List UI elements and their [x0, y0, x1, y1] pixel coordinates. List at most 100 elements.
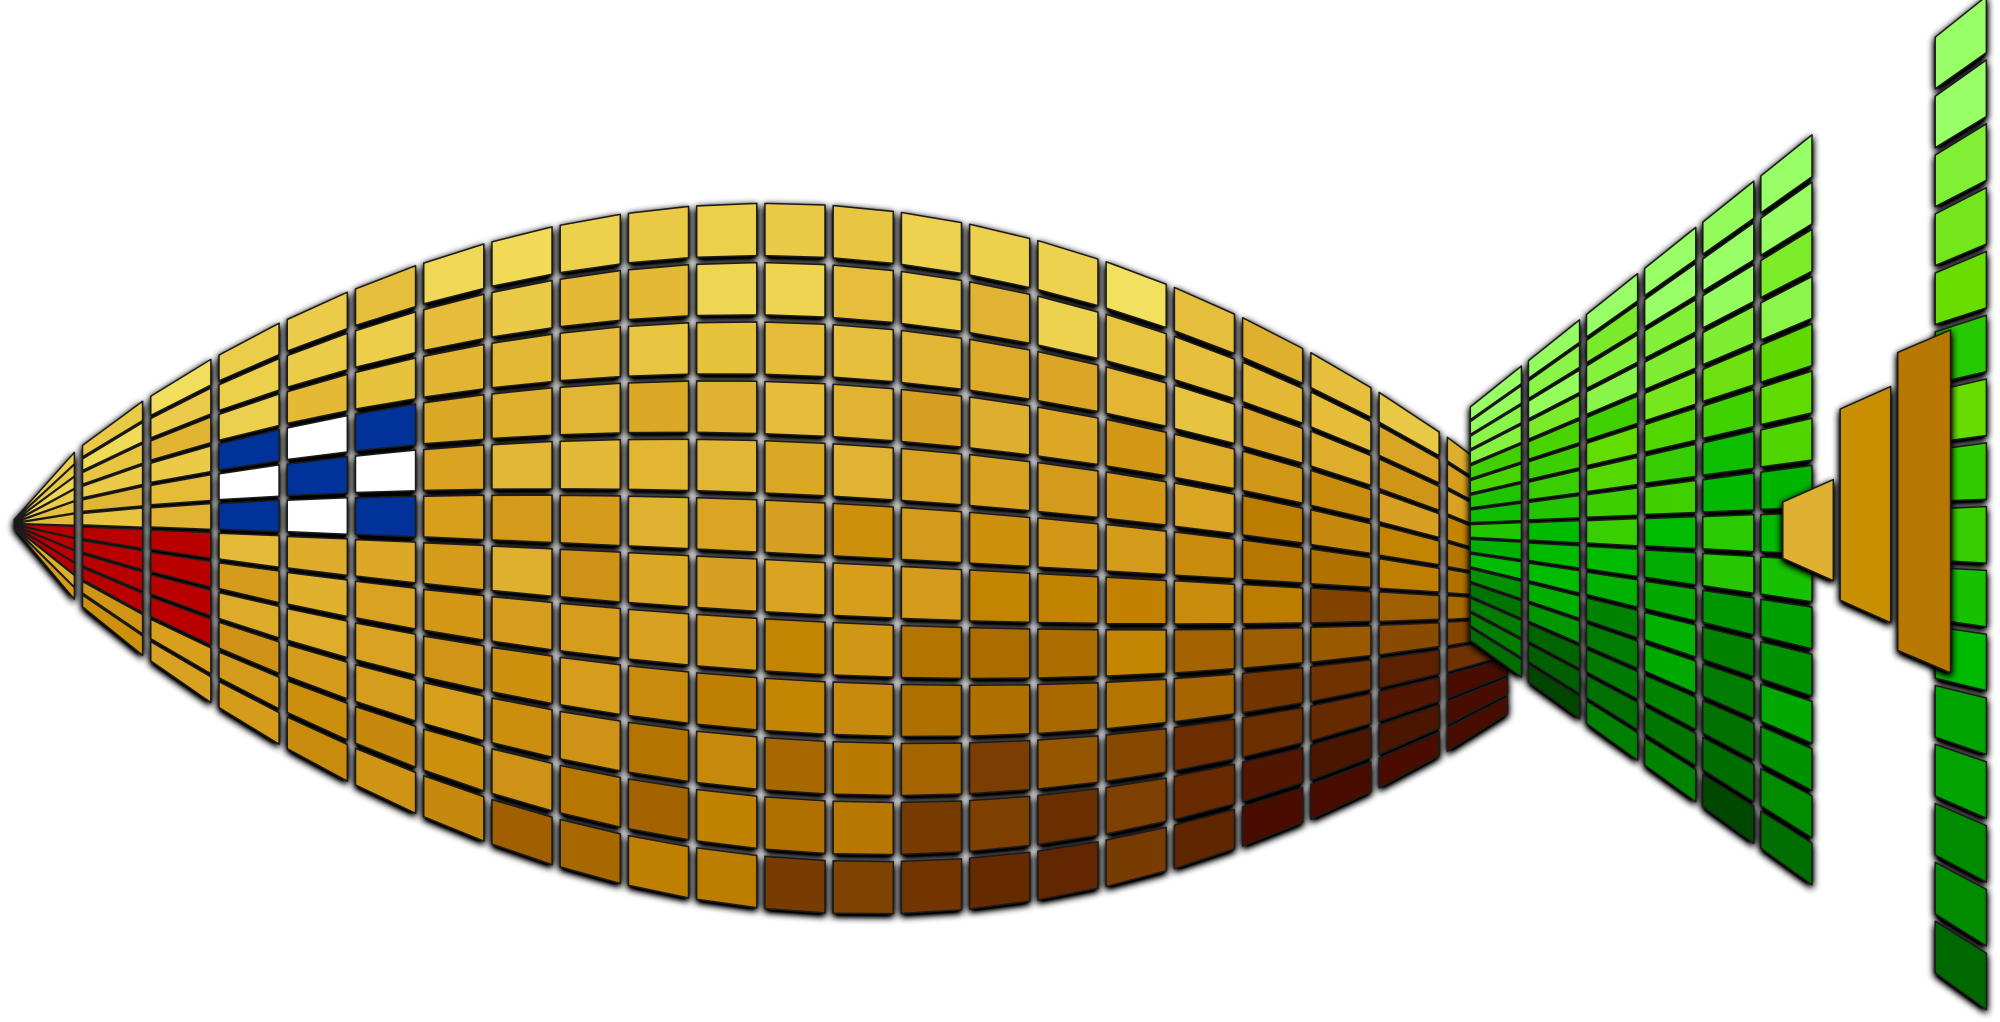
body-tile — [1105, 260, 1167, 329]
body-tile — [1378, 424, 1440, 484]
body-tile — [627, 205, 690, 264]
mouth-tile — [149, 529, 212, 560]
body-tile — [1173, 763, 1236, 821]
body-tile — [559, 710, 622, 772]
body-tile — [627, 263, 690, 321]
tail-tile — [1585, 272, 1639, 338]
body-tile — [218, 393, 280, 441]
body-tile — [218, 591, 280, 639]
tail-tile — [1469, 502, 1523, 524]
tail-stripes — [1782, 329, 1952, 674]
mouth-tile — [81, 539, 144, 571]
body-tile — [1037, 572, 1099, 625]
body-tile — [81, 594, 144, 656]
body-tile — [1105, 523, 1167, 576]
tail-tile — [1469, 582, 1523, 620]
tail-stripe — [1839, 385, 1892, 624]
body-tile — [627, 322, 690, 377]
body-tile — [695, 321, 758, 375]
body-tile — [422, 343, 485, 398]
body-tile — [764, 855, 826, 914]
body-tile — [81, 443, 144, 485]
body-tile — [1378, 591, 1440, 623]
tail-tile — [1585, 517, 1639, 547]
body-tile — [627, 834, 690, 899]
body-tile — [149, 387, 212, 439]
body-tile — [1173, 482, 1236, 535]
body-tile — [491, 697, 553, 758]
body-tile — [832, 681, 895, 737]
body-tile — [149, 502, 212, 531]
tail-tile — [1702, 736, 1755, 803]
body-tile — [900, 506, 963, 564]
body-tile — [354, 580, 417, 630]
body-tile — [1310, 351, 1372, 419]
body-tile — [1037, 517, 1099, 572]
tail-tile — [1469, 553, 1523, 580]
body-tile — [422, 635, 485, 692]
body-tile — [695, 438, 758, 494]
body-tile — [627, 778, 690, 841]
body-tile — [1378, 703, 1440, 756]
body-tile — [627, 438, 690, 492]
tail-tile — [1934, 743, 1988, 820]
tail-tile — [1527, 542, 1581, 569]
body-tile — [900, 388, 963, 448]
tail-tile — [1643, 226, 1697, 297]
tail-tile — [1760, 370, 1813, 426]
tail-tile — [1702, 699, 1755, 761]
body-tile — [491, 440, 553, 490]
tail-tile — [1643, 674, 1697, 731]
tail-tile — [1702, 589, 1755, 636]
body-tile — [1241, 706, 1304, 758]
body-tile — [81, 485, 144, 513]
tail-tile — [1469, 482, 1523, 509]
body-tile — [695, 788, 758, 850]
tail-tile — [1760, 181, 1813, 257]
body-tile — [1378, 491, 1440, 539]
body-tile — [218, 357, 280, 412]
body-tile — [832, 443, 895, 501]
tail-tile — [1643, 298, 1697, 359]
body-tile — [1241, 583, 1304, 625]
tail-tile — [1469, 597, 1523, 639]
body-tile — [968, 396, 1031, 456]
tail-tile — [1469, 365, 1523, 421]
body-tile — [1037, 682, 1099, 735]
body-tile — [218, 680, 280, 745]
tail-tile — [1934, 0, 1988, 90]
tail-tile — [1585, 425, 1639, 467]
body-tile — [900, 742, 963, 797]
mouth-tile — [149, 596, 212, 646]
body-tile — [354, 705, 417, 769]
tail-tile — [1702, 472, 1755, 513]
body-tile — [968, 511, 1031, 568]
eye-tile — [286, 496, 349, 536]
tail-tile — [1702, 347, 1755, 403]
tail-tile — [1585, 700, 1639, 762]
body-tile — [1241, 746, 1304, 803]
body-tile — [1241, 450, 1304, 504]
body-tile — [149, 416, 212, 461]
body-tile — [218, 322, 280, 382]
tail-tile — [1585, 456, 1639, 493]
body-tile — [286, 680, 349, 741]
body-tile — [627, 495, 690, 550]
tail-tile — [1643, 515, 1697, 550]
body-tile — [1310, 659, 1372, 703]
body-tile — [764, 380, 826, 438]
tail-tile — [1760, 725, 1813, 792]
body-tile — [900, 683, 963, 738]
body-tile — [13, 527, 76, 600]
body-tile — [422, 728, 485, 792]
body-tile — [968, 338, 1031, 400]
body-tile — [1037, 239, 1099, 307]
tail-tile — [1643, 479, 1697, 516]
body-tile — [1378, 458, 1440, 511]
body-tile — [764, 261, 826, 318]
body-tile — [1037, 406, 1099, 466]
body-tile — [286, 571, 349, 618]
body-tile — [1105, 678, 1167, 730]
body-tile — [968, 739, 1031, 795]
body-tile — [1310, 548, 1372, 589]
